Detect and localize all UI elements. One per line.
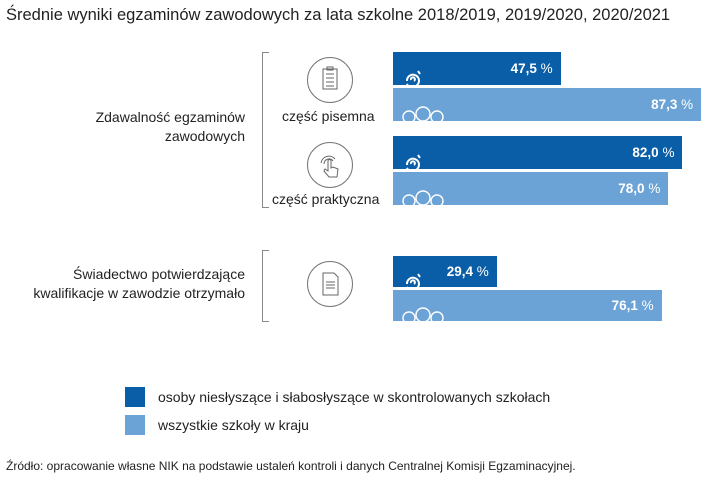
data-label: 78,0 % — [618, 181, 661, 196]
bar-hearing-impaired: 82,0 % — [393, 136, 683, 176]
bar-all-schools: 78,0 % — [393, 172, 669, 222]
data-label: 82,0 % — [632, 145, 675, 160]
group-label-pass-rate: Zdawalność egzaminów zawodowych — [95, 109, 245, 144]
legend-swatch — [125, 415, 145, 435]
document-icon — [307, 261, 353, 307]
data-label: 29,4 % — [446, 264, 489, 279]
subgroup-label: część pisemna — [282, 108, 375, 124]
bar-all-schools: 87,3 % — [393, 88, 702, 138]
group-label-certificate: Świadectwo potwierdzające kwalifikacje w… — [33, 266, 245, 301]
source-note: Źródło: opracowanie własne NIK na podsta… — [6, 459, 576, 473]
data-label: 87,3 % — [651, 97, 694, 112]
checklist-icon — [307, 57, 353, 103]
chart-title: Średnie wyniki egzaminów zawodowych za l… — [6, 6, 671, 24]
brace — [262, 52, 269, 208]
bar-hearing-impaired: 29,4 % — [393, 256, 497, 295]
bar-all-schools: 76,1 % — [393, 290, 662, 339]
touch-hand-icon — [307, 142, 353, 188]
subgroup-label: część praktyczna — [272, 191, 380, 207]
data-label: 47,5 % — [510, 61, 553, 76]
bar-hearing-impaired: 47,5 % — [393, 52, 561, 92]
legend-swatch — [125, 387, 145, 407]
legend-label: wszystkie szkoły w kraju — [158, 417, 309, 433]
data-label: 76,1 % — [611, 298, 654, 313]
legend-label: osoby niesłyszące i słabosłyszące w skon… — [158, 389, 551, 405]
brace — [262, 250, 269, 322]
